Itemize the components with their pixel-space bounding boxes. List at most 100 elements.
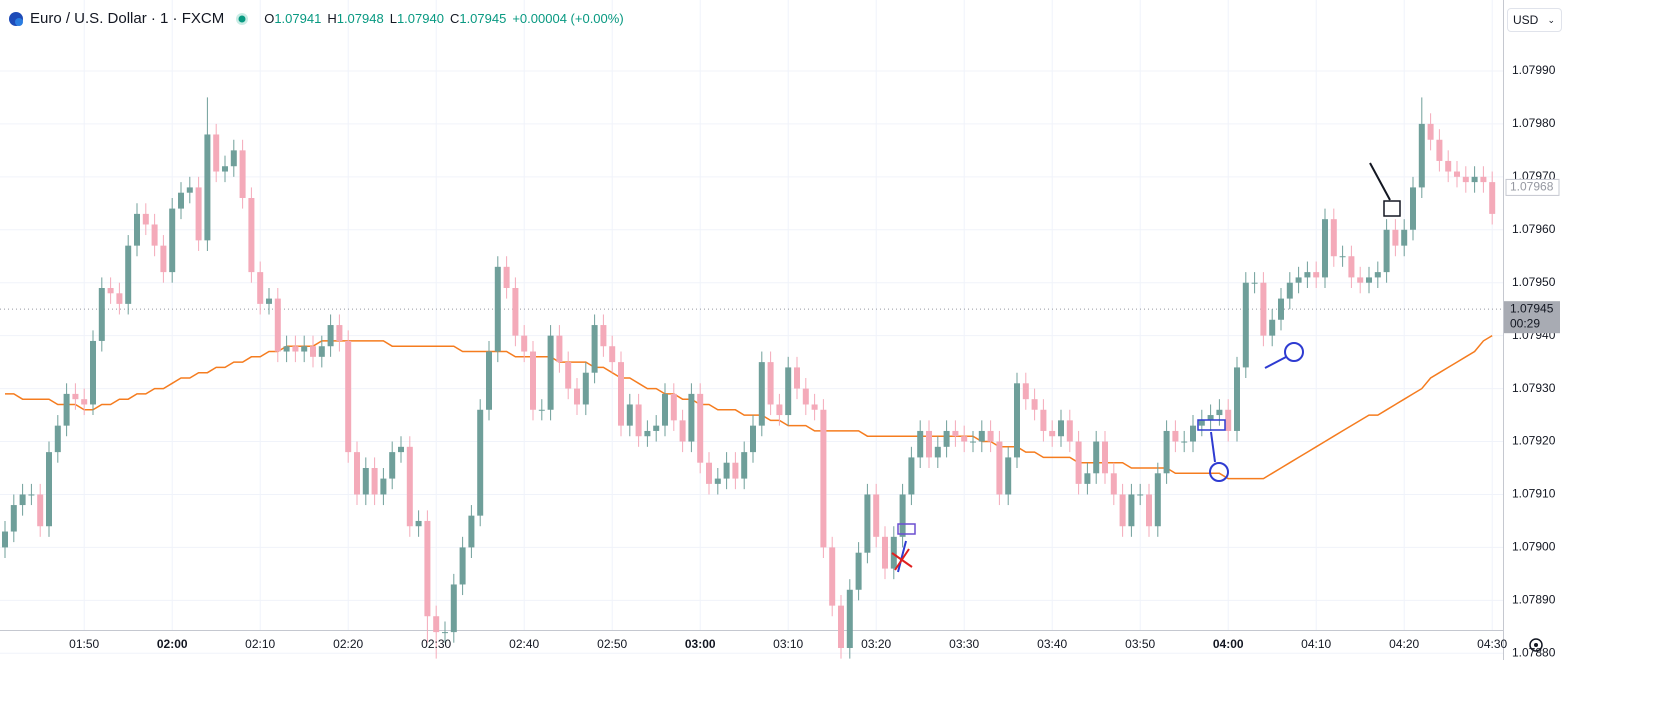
candle-body: [1357, 277, 1364, 283]
candle-body: [354, 452, 360, 495]
candle-body: [846, 589, 853, 648]
x-tick-label: 04:20: [1389, 637, 1419, 651]
candle-body: [970, 441, 976, 443]
ohlc-item: L1.07940: [390, 11, 444, 26]
candle-body: [63, 393, 70, 426]
candle-body: [1313, 272, 1320, 278]
price-countdown: 00:29: [1510, 316, 1540, 330]
x-tick-label: 03:00: [685, 637, 716, 651]
ohlc-key: L: [389, 11, 397, 26]
candle-body: [318, 346, 325, 357]
candle-body: [1075, 441, 1082, 484]
candle-body: [582, 372, 589, 405]
candle-body: [107, 288, 114, 294]
candle-body: [1119, 494, 1126, 527]
pointer-line: [897, 540, 907, 573]
price-label-box: [1504, 301, 1560, 334]
settings-icon[interactable]: [1529, 638, 1543, 652]
candle-body: [556, 335, 563, 363]
ohlc-key: C: [449, 11, 460, 26]
candle-body: [248, 198, 255, 273]
marker-circle: [1284, 342, 1304, 362]
symbol-icon: [9, 11, 23, 26]
candle-body: [943, 430, 950, 447]
y-tick-label: 1.07980: [1512, 116, 1556, 130]
candle-body: [1339, 256, 1346, 258]
caret: ⌄: [1547, 14, 1555, 25]
candle-body: [996, 441, 1003, 495]
candle-body: [644, 430, 651, 437]
candle-body: [1137, 494, 1144, 496]
candle-body: [327, 325, 334, 347]
x-tick-label: 02:50: [597, 637, 627, 651]
candle-body: [1242, 282, 1249, 368]
candle-body: [1260, 282, 1267, 336]
y-tick-label: 1.07900: [1512, 540, 1556, 554]
y-tick-label: 1.07950: [1512, 275, 1556, 289]
candle-body: [1383, 229, 1390, 273]
candle-body: [1154, 473, 1161, 527]
candle-body: [802, 388, 809, 405]
drawings: [891, 162, 1401, 573]
candle-body: [239, 150, 246, 198]
candle-body: [899, 494, 906, 537]
candle-body: [1225, 409, 1232, 431]
candle-body: [336, 325, 343, 341]
candle-body: [785, 367, 792, 416]
candle-body: [697, 393, 704, 463]
candle-body: [679, 420, 686, 442]
candle-body: [1348, 256, 1355, 278]
candle-body: [406, 446, 413, 527]
candle-body: [890, 536, 897, 569]
x-tick-label: 02:30: [421, 637, 451, 651]
ohlc: O1.07941 H1.07948 L1.07940 C1.07945 +0.00004…: [264, 11, 623, 26]
candle-body: [415, 520, 422, 527]
candle-body: [1304, 272, 1311, 278]
candle-body: [530, 351, 536, 410]
gear-hub: [1534, 643, 1538, 647]
candle-body: [151, 224, 158, 246]
candle-body: [565, 362, 572, 389]
candle-body: [1014, 383, 1020, 458]
x-tick-label: 03:40: [1037, 637, 1067, 651]
ohlc-key: O: [264, 11, 275, 26]
candle-body: [688, 393, 695, 442]
gear[interactable]: [1529, 638, 1543, 652]
ohlc-value: 1.07948: [336, 11, 384, 26]
candle-body: [750, 425, 756, 453]
ohlc-item: C1.07945: [450, 11, 506, 26]
candle-body: [1146, 494, 1152, 527]
ohlc-value: 1.07941: [274, 11, 322, 26]
x-tick-label: 02:40: [509, 637, 539, 651]
candles: [2, 97, 1496, 659]
candle-body: [10, 505, 17, 532]
candle-body: [19, 494, 26, 506]
ohlc-item: O1.07941: [264, 11, 321, 26]
candle-body: [934, 446, 941, 458]
candle-body: [1005, 457, 1012, 495]
candle-body: [1066, 420, 1073, 442]
candle-body: [855, 552, 862, 590]
candle-body: [442, 632, 448, 634]
status-dot: [236, 12, 249, 25]
x-tick-label: 04:30: [1477, 637, 1507, 651]
candle-body: [195, 187, 202, 241]
marker-circle: [1209, 462, 1229, 482]
x-tick-label: 03:30: [949, 637, 979, 651]
candle-body: [142, 213, 149, 225]
candle-body: [1031, 399, 1038, 410]
currency-select[interactable]: USD ⌄: [1507, 8, 1562, 32]
candle-body: [591, 325, 598, 373]
candle-body: [1445, 160, 1452, 172]
candle-body: [1093, 441, 1100, 474]
moving-average: [5, 334, 1493, 480]
candle-body: [380, 478, 387, 495]
candle-body: [732, 462, 739, 479]
candle-body: [1190, 425, 1196, 442]
candle-body: [609, 346, 616, 363]
candle-body: [186, 187, 193, 193]
candle-body: [1058, 420, 1064, 437]
candle-body: [1401, 229, 1408, 246]
marker-box: [897, 523, 916, 535]
candle-body: [134, 213, 140, 246]
